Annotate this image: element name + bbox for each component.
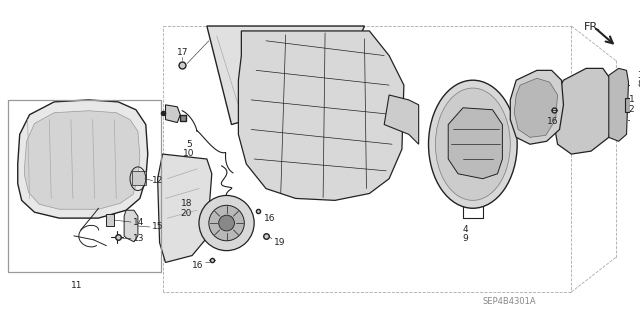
Bar: [8, 100, 161, 272]
Text: 8: 8: [637, 80, 640, 89]
Text: 5: 5: [186, 140, 192, 149]
Polygon shape: [106, 214, 115, 226]
Circle shape: [199, 196, 254, 251]
Text: SEP4B4301A: SEP4B4301A: [483, 297, 536, 306]
Text: 12: 12: [152, 176, 163, 185]
Polygon shape: [384, 95, 419, 144]
Polygon shape: [124, 210, 138, 242]
Text: 14: 14: [133, 218, 145, 226]
Circle shape: [209, 205, 244, 241]
Text: 20: 20: [180, 209, 192, 218]
Text: 17: 17: [177, 48, 188, 57]
Polygon shape: [132, 171, 146, 185]
Text: 9: 9: [462, 234, 468, 243]
Polygon shape: [609, 68, 628, 141]
Text: 3: 3: [637, 71, 640, 80]
Text: 16: 16: [547, 117, 558, 126]
Text: 18: 18: [180, 199, 192, 208]
Text: FR.: FR.: [584, 22, 602, 32]
Polygon shape: [166, 105, 180, 122]
Circle shape: [219, 215, 234, 231]
Text: 15: 15: [152, 222, 163, 232]
Polygon shape: [238, 31, 404, 200]
Text: 1: 1: [628, 95, 634, 104]
Polygon shape: [514, 78, 557, 137]
Text: 16: 16: [264, 214, 275, 223]
Text: 19: 19: [274, 238, 285, 247]
Text: 11: 11: [71, 281, 83, 290]
Text: 2: 2: [628, 105, 634, 114]
Text: 16: 16: [192, 261, 204, 270]
Polygon shape: [510, 70, 563, 144]
Polygon shape: [157, 154, 212, 263]
Text: 10: 10: [184, 149, 195, 158]
Polygon shape: [448, 108, 502, 179]
Polygon shape: [207, 26, 365, 124]
Polygon shape: [625, 98, 634, 112]
Polygon shape: [24, 111, 140, 209]
Text: 4: 4: [462, 226, 468, 234]
Ellipse shape: [435, 88, 510, 200]
Polygon shape: [554, 68, 614, 154]
Ellipse shape: [429, 80, 517, 208]
Text: 13: 13: [133, 234, 145, 243]
Polygon shape: [18, 100, 148, 218]
